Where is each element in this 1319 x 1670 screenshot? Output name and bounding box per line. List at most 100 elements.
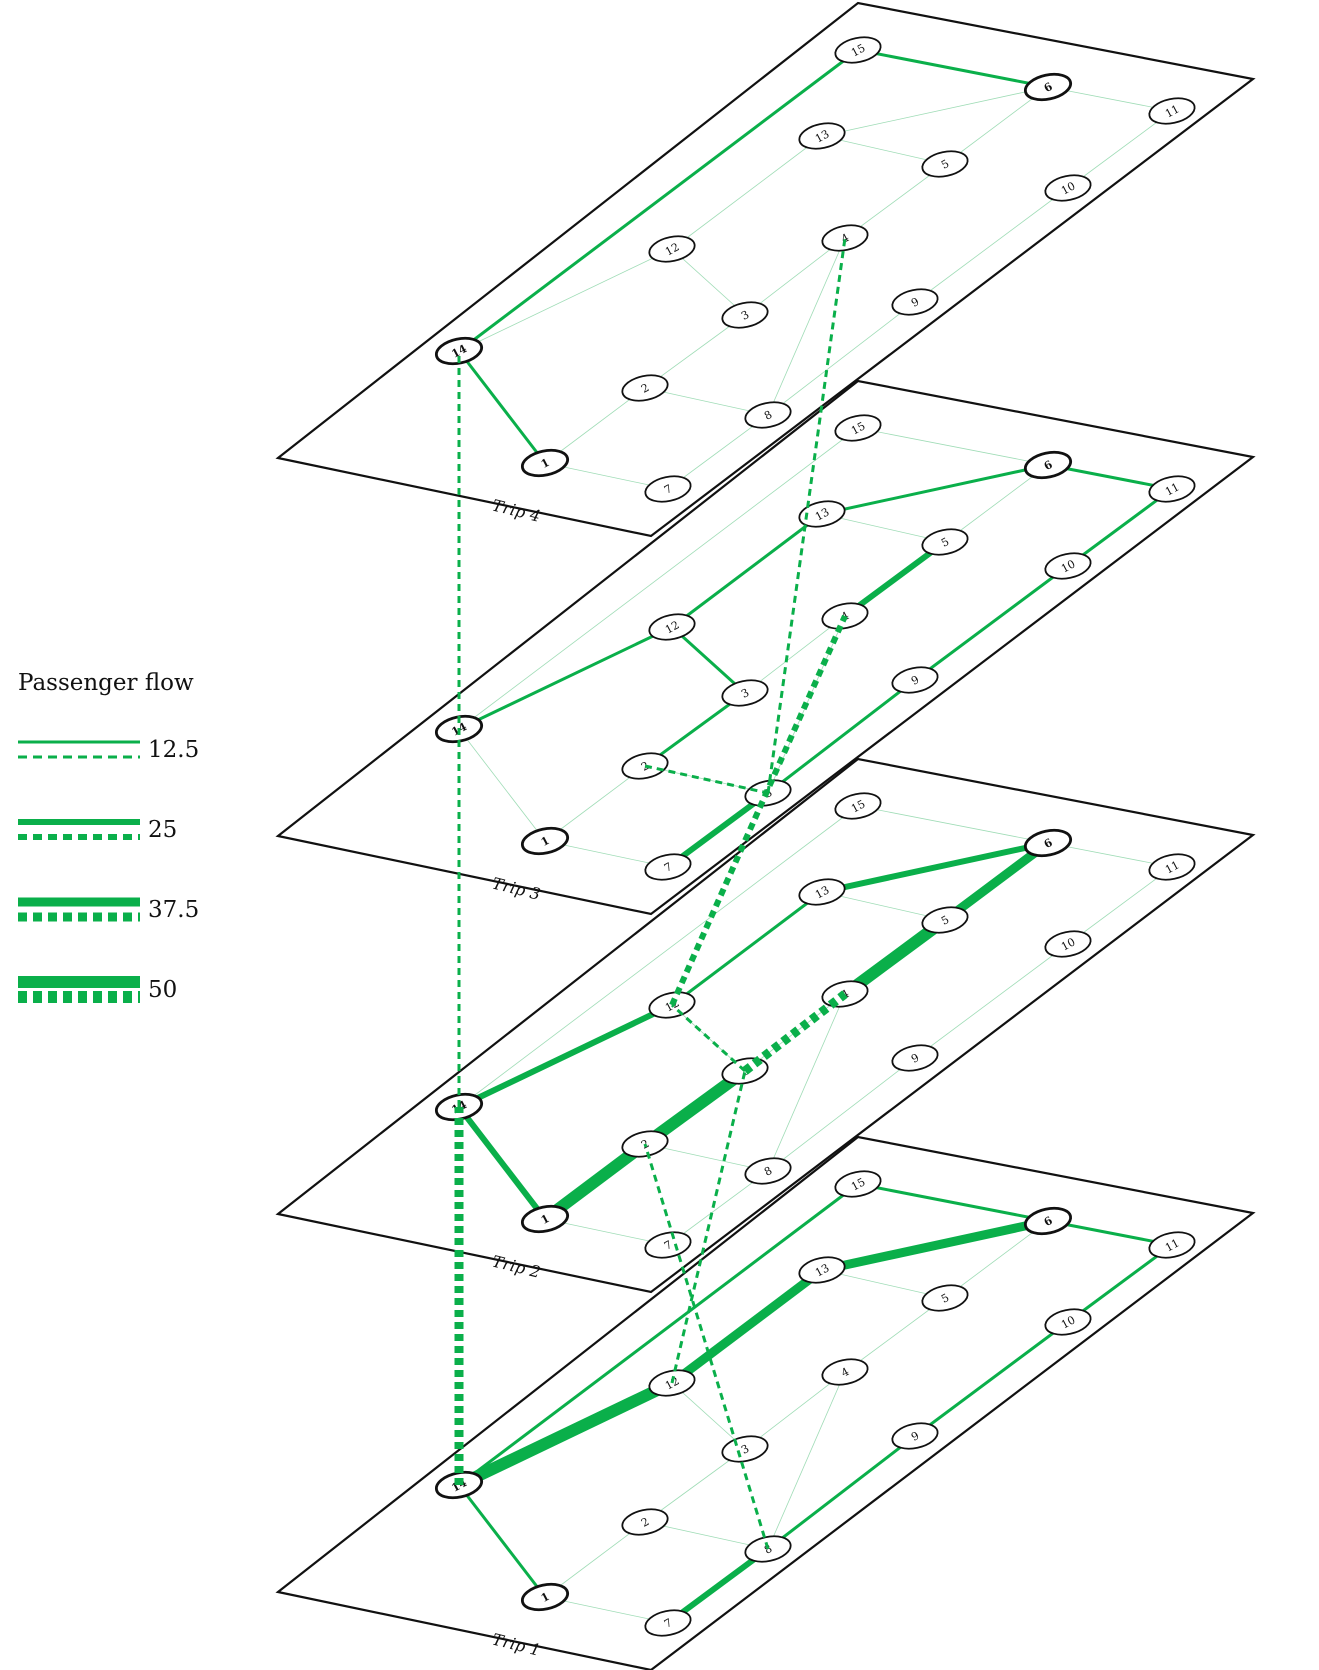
node-label: 15 xyxy=(849,1175,867,1193)
station-node-13: 13 xyxy=(798,500,846,528)
flow-link xyxy=(914,1320,1069,1438)
station-node-5: 5 xyxy=(921,1284,969,1312)
network-link xyxy=(767,1371,846,1550)
node-ellipse xyxy=(520,448,570,478)
network-link xyxy=(1067,866,1173,945)
station-node-11: 11 xyxy=(1148,1231,1196,1259)
flow-link xyxy=(767,1434,916,1551)
network-link xyxy=(644,1448,746,1523)
node-ellipse xyxy=(1023,828,1073,858)
network-link xyxy=(767,1057,916,1172)
network-link xyxy=(544,840,669,868)
station-node-10: 10 xyxy=(1044,552,1092,580)
station-node-9: 9 xyxy=(891,1044,939,1072)
network-link xyxy=(644,1521,769,1550)
network-link xyxy=(544,1521,646,1598)
network-link xyxy=(458,805,859,1108)
flow-link xyxy=(1067,487,1173,568)
flow-link xyxy=(641,1066,749,1149)
node-label: 12 xyxy=(663,240,681,258)
flow-link xyxy=(458,625,673,731)
flow-link xyxy=(857,48,1049,89)
node-ellipse xyxy=(744,401,792,429)
station-node-1: 1 xyxy=(520,826,570,856)
node-label: 11 xyxy=(1163,480,1181,498)
network-link xyxy=(821,1269,946,1299)
network-link xyxy=(744,1371,846,1450)
network-link xyxy=(544,1218,669,1246)
node-ellipse xyxy=(1148,1231,1196,1259)
node-ellipse xyxy=(644,475,692,503)
station-node-3: 3 xyxy=(721,679,769,707)
node-ellipse xyxy=(520,1582,570,1612)
station-node-8: 8 xyxy=(744,1157,792,1185)
network-link xyxy=(944,1220,1049,1299)
flow-link xyxy=(457,350,547,464)
flow-link xyxy=(857,1182,1049,1223)
flow-link xyxy=(456,1105,548,1221)
transfer-link xyxy=(644,764,769,795)
network-link xyxy=(671,1382,746,1450)
flow-link xyxy=(671,890,823,1007)
node-ellipse xyxy=(891,288,939,316)
node-label: 14 xyxy=(449,342,469,361)
node-ellipse xyxy=(921,906,969,934)
network-link xyxy=(914,943,1069,1059)
node-label: 11 xyxy=(1163,858,1181,876)
station-node-10: 10 xyxy=(1044,1308,1092,1336)
station-node-1: 1 xyxy=(520,1582,570,1612)
station-node-11: 11 xyxy=(1148,475,1196,503)
flow-link xyxy=(666,790,770,870)
legend-title: Passenger flow xyxy=(18,670,194,696)
node-ellipse xyxy=(644,1231,692,1259)
network-link xyxy=(458,248,673,352)
flow-link xyxy=(458,48,859,353)
plane-outline xyxy=(275,757,1256,1294)
node-label: 10 xyxy=(1059,557,1077,575)
network-link xyxy=(1067,110,1173,189)
station-node-13: 13 xyxy=(798,1256,846,1284)
node-ellipse xyxy=(798,1256,846,1284)
station-node-6: 6 xyxy=(1023,828,1073,858)
node-ellipse xyxy=(921,150,969,178)
node-label: 12 xyxy=(663,618,681,636)
flow-link xyxy=(457,1002,674,1110)
node-ellipse xyxy=(721,679,769,707)
station-node-1: 1 xyxy=(520,448,570,478)
node-ellipse xyxy=(721,1435,769,1463)
node-ellipse xyxy=(1148,97,1196,125)
station-node-1: 1 xyxy=(520,1204,570,1234)
station-node-9: 9 xyxy=(891,1422,939,1450)
station-node-5: 5 xyxy=(921,528,969,556)
station-node-2: 2 xyxy=(621,374,669,402)
node-ellipse xyxy=(648,235,696,263)
node-ellipse xyxy=(1023,1206,1073,1236)
node-ellipse xyxy=(921,1284,969,1312)
station-node-10: 10 xyxy=(1044,174,1092,202)
station-node-6: 6 xyxy=(1023,72,1073,102)
flow-link xyxy=(458,1182,859,1487)
network-link xyxy=(667,1170,769,1246)
station-node-9: 9 xyxy=(891,288,939,316)
node-label: 11 xyxy=(1163,1236,1181,1254)
network-link xyxy=(767,237,846,416)
node-label: 11 xyxy=(1163,102,1181,120)
node-ellipse xyxy=(891,1422,939,1450)
node-ellipse xyxy=(648,613,696,641)
network-link xyxy=(644,314,746,389)
station-node-4: 4 xyxy=(821,224,869,252)
node-ellipse xyxy=(1148,853,1196,881)
flow-link xyxy=(456,1377,675,1491)
station-node-15: 15 xyxy=(834,36,882,64)
legend-value-label: 50 xyxy=(148,977,177,1003)
node-label: 13 xyxy=(813,127,831,145)
network-link xyxy=(914,187,1069,303)
station-node-13: 13 xyxy=(798,878,846,906)
transfer-link xyxy=(670,1070,747,1384)
node-ellipse xyxy=(644,1609,692,1637)
node-ellipse xyxy=(621,1508,669,1536)
flow-link xyxy=(541,1139,649,1224)
flow-link xyxy=(843,539,947,619)
flow-link xyxy=(670,625,747,695)
